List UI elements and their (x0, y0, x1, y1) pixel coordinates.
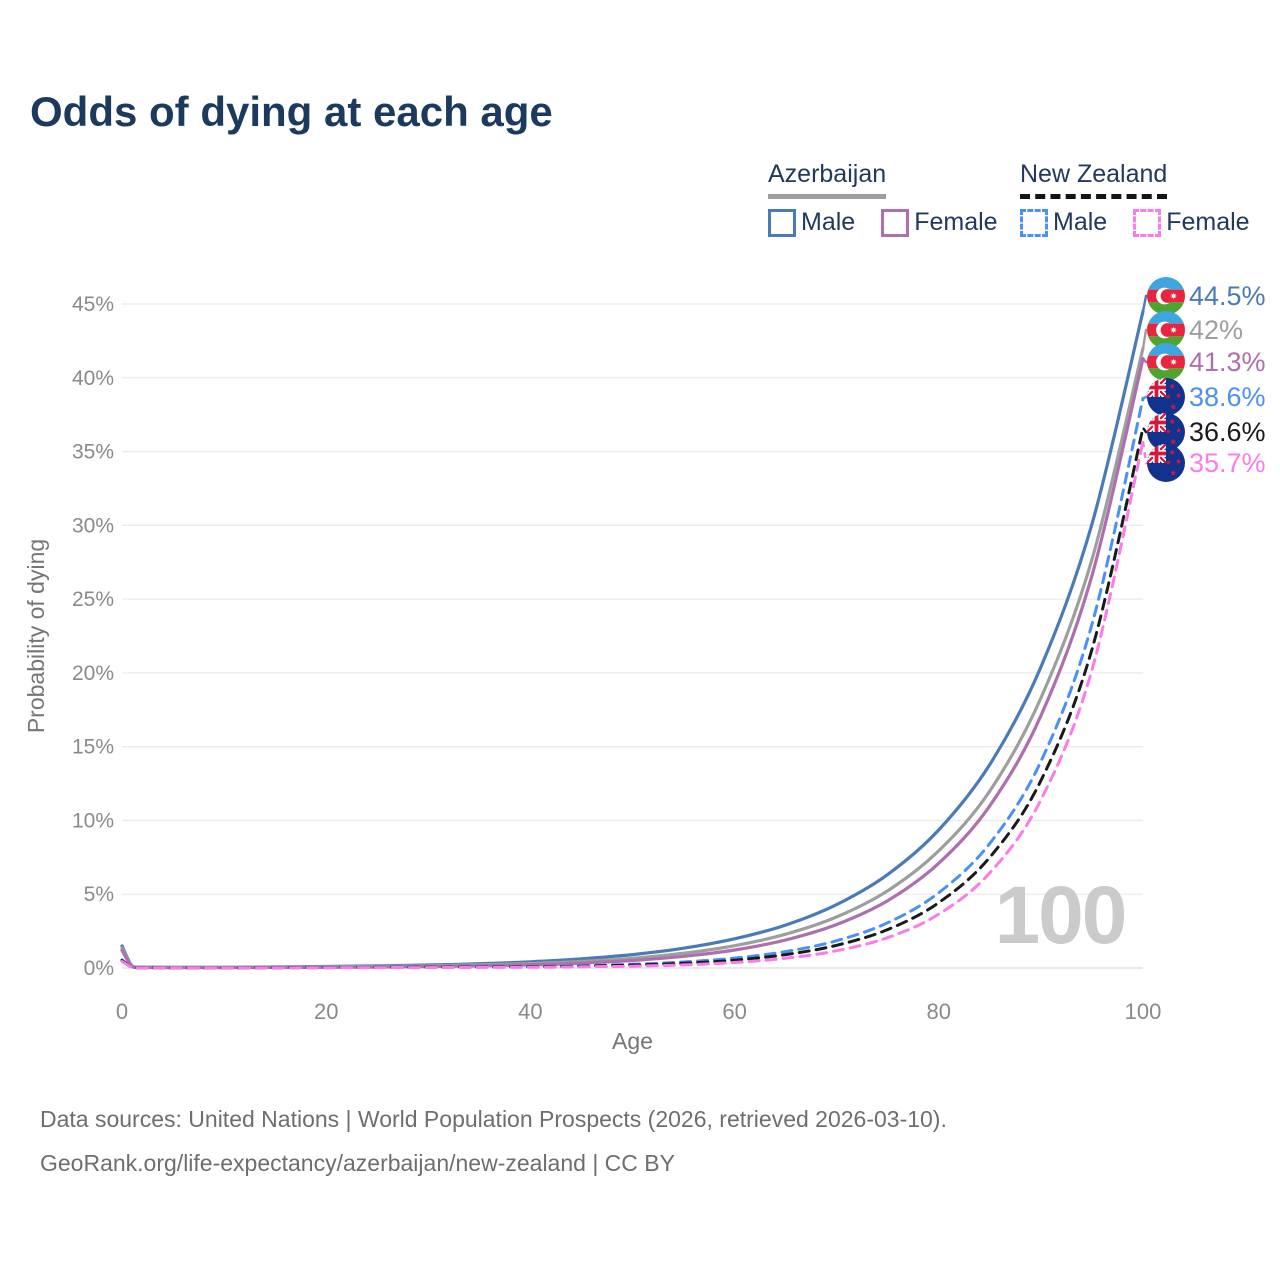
page-title: Odds of dying at each age (30, 88, 553, 135)
legend-items-new-zealand: Male Female (1020, 208, 1250, 237)
legend-group-azerbaijan: Azerbaijan Male Female (768, 160, 998, 237)
x-tick-label-80: 80 (927, 999, 951, 1024)
y-tick-label-40: 40% (72, 367, 114, 390)
age-watermark: 100 (995, 870, 1126, 961)
x-tick-label-20: 20 (314, 999, 338, 1024)
new-zealand-flag-icon (1147, 444, 1185, 482)
series-line-new-zealand[interactable] (120, 426, 1145, 970)
legend-items-azerbaijan: Male Female (768, 208, 998, 237)
y-tick-label-30: 30% (72, 514, 114, 537)
new-zealand-flag-icon (1147, 378, 1185, 416)
azerbaijan-flag-icon (1147, 277, 1185, 315)
x-tick-label-100: 100 (1125, 999, 1162, 1024)
legend-item-azerbaijan-male[interactable]: Male (768, 208, 855, 237)
legend-label-new-zealand-male: Male (1053, 208, 1108, 236)
y-tick-label-0: 0% (84, 957, 114, 980)
legend-country-azerbaijan[interactable]: Azerbaijan (768, 160, 887, 199)
data-source-text: Data sources: United Nations | World Pop… (40, 1106, 947, 1132)
y-tick-label-35: 35% (72, 441, 114, 464)
legend-group-new-zealand: New Zealand Male Female (1020, 160, 1250, 237)
series-line-new-zealand-male[interactable] (120, 396, 1145, 970)
legend-swatch-azerbaijan-female-icon (881, 208, 910, 237)
end-label-new-zealand: 36.6% (1189, 417, 1266, 447)
legend-swatch-azerbaijan-male-icon (768, 208, 796, 237)
y-axis-title: Probability of dying (23, 539, 49, 733)
y-tick-label-45: 45% (72, 293, 114, 316)
leader-line-new-zealand (1142, 427, 1150, 434)
legend-country-new-zealand[interactable]: New Zealand (1020, 160, 1168, 199)
y-tick-label-5: 5% (84, 883, 114, 906)
series-line-azerbaijan-female[interactable] (120, 357, 1145, 970)
legend-label-azerbaijan-female: Female (914, 208, 998, 236)
end-label-azerbaijan: 42% (1189, 315, 1243, 345)
legend-label-azerbaijan-male: Male (801, 208, 856, 236)
series-line-azerbaijan-male[interactable] (120, 309, 1145, 969)
azerbaijan-flag-icon (1147, 343, 1185, 381)
legend-item-azerbaijan-female[interactable]: Female (881, 208, 998, 237)
x-tick-label-40: 40 (518, 999, 542, 1024)
end-label-new-zealand-female: 35.7% (1189, 448, 1266, 478)
x-tick-label-60: 60 (722, 999, 746, 1024)
footer: Data sources: United Nations | World Pop… (40, 1106, 1240, 1194)
y-tick-label-20: 20% (72, 662, 114, 685)
x-tick-label-0: 0 (116, 999, 128, 1024)
legend-swatch-new-zealand-male-icon (1020, 208, 1048, 237)
legend-item-new-zealand-female[interactable]: Female (1133, 208, 1250, 237)
y-tick-label-25: 25% (72, 588, 114, 611)
series-line-new-zealand-female[interactable] (120, 439, 1145, 970)
legend-swatch-new-zealand-female-icon (1133, 208, 1162, 237)
end-label-azerbaijan-female: 41.3% (1189, 347, 1266, 377)
end-label-azerbaijan-male: 44.5% (1189, 281, 1266, 311)
x-axis-title: Age (612, 1028, 653, 1054)
y-tick-label-15: 15% (72, 736, 114, 759)
y-tick-label-10: 10% (72, 809, 114, 832)
legend-item-new-zealand-male[interactable]: Male (1020, 208, 1107, 237)
end-label-new-zealand-male: 38.6% (1189, 382, 1266, 412)
legend-label-new-zealand-female: Female (1166, 208, 1250, 236)
attribution-link-text[interactable]: GeoRank.org/life-expectancy/azerbaijan/n… (40, 1150, 675, 1176)
